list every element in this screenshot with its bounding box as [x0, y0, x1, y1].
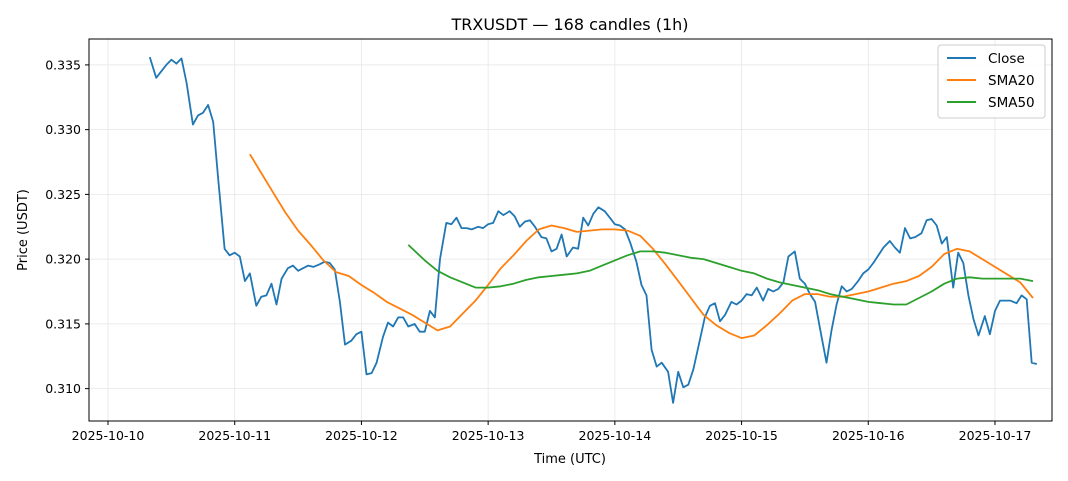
legend-label-close: Close [988, 51, 1025, 67]
x-axis-ticks: 2025-10-10 2025-10-11 2025-10-12 2025-10-13… [72, 421, 1032, 443]
x-tick-label: 2025-10-13 [452, 428, 525, 443]
series-lines [148, 56, 1038, 404]
y-axis-label: Price (USDT) [16, 189, 31, 271]
chart-title: TRXUSDT — 168 candles (1h) [450, 15, 688, 34]
y-tick-label: 0.310 [45, 381, 81, 396]
plot-frame [88, 38, 1053, 422]
y-tick-label: 0.330 [45, 122, 81, 137]
legend-box [937, 44, 1046, 119]
x-tick-label: 2025-10-11 [198, 428, 271, 443]
x-tick-label: 2025-10-17 [959, 428, 1032, 443]
legend-label-sma20: SMA20 [988, 73, 1035, 89]
y-tick-label: 0.320 [45, 252, 81, 267]
series-line-sma50 [407, 244, 1034, 306]
x-tick-label: 2025-10-10 [72, 428, 145, 443]
y-axis-ticks: 0.310 0.315 0.320 0.325 0.330 0.335 [45, 57, 89, 396]
x-axis-label: Time (UTC) [533, 452, 606, 467]
x-tick-label: 2025-10-12 [325, 428, 398, 443]
legend-label-sma50: SMA50 [988, 95, 1035, 111]
series-line-sma20 [249, 153, 1034, 340]
series-line-close [148, 56, 1038, 404]
legend: Close SMA20 SMA50 [937, 44, 1046, 119]
y-tick-label: 0.325 [45, 187, 81, 202]
y-tick-label: 0.315 [45, 316, 81, 331]
grid-lines [89, 39, 1052, 421]
y-tick-label: 0.335 [45, 57, 81, 72]
x-tick-label: 2025-10-15 [705, 428, 778, 443]
x-tick-label: 2025-10-14 [579, 428, 652, 443]
x-tick-label: 2025-10-16 [832, 428, 905, 443]
